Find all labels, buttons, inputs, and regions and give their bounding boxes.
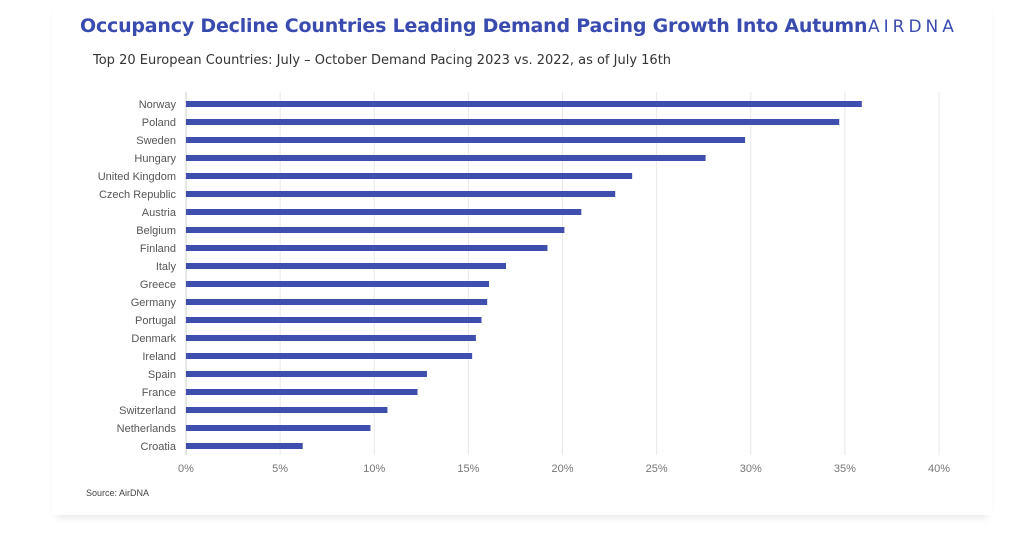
- bar: [186, 281, 490, 287]
- bar: [186, 389, 418, 395]
- bar: [186, 425, 371, 431]
- source-note: Source: AirDNA: [86, 488, 150, 498]
- category-label: Germany: [131, 297, 177, 309]
- bar: [186, 155, 706, 161]
- bar: [186, 335, 476, 341]
- category-label: Portugal: [135, 315, 176, 327]
- chart-subtitle: Top 20 European Countries: July – Octobe…: [93, 53, 672, 68]
- bar: [186, 371, 427, 377]
- x-tick-label: 30%: [740, 463, 762, 475]
- bar: [186, 317, 482, 323]
- x-tick-label: 40%: [928, 463, 950, 475]
- category-label: France: [142, 387, 176, 399]
- category-label: Austria: [142, 207, 177, 219]
- category-label: Ireland: [142, 351, 176, 363]
- bar: [186, 353, 473, 359]
- bar: [186, 299, 488, 305]
- bar: [186, 407, 388, 413]
- bar: [186, 173, 633, 179]
- bar: [186, 245, 548, 251]
- bar: [186, 119, 840, 125]
- category-label: Netherlands: [117, 423, 177, 435]
- x-tick-label: 25%: [646, 463, 668, 475]
- category-label: Poland: [142, 117, 176, 129]
- bar: [186, 227, 565, 233]
- x-tick-label: 35%: [834, 463, 856, 475]
- bar: [186, 443, 303, 449]
- x-tick-label: 15%: [457, 463, 479, 475]
- x-tick-label: 5%: [272, 463, 288, 475]
- bar: [186, 209, 582, 215]
- chart-title: Occupancy Decline Countries Leading Dema…: [80, 15, 868, 37]
- bar: [186, 263, 507, 269]
- x-tick-label: 0%: [178, 463, 194, 475]
- category-label: Croatia: [141, 441, 177, 453]
- category-label: Hungary: [134, 153, 176, 165]
- category-label: Spain: [148, 369, 176, 381]
- category-label: Sweden: [136, 135, 176, 147]
- category-label: Belgium: [136, 225, 176, 237]
- bar: [186, 137, 746, 143]
- airdna-logo: AIRDNA: [868, 17, 958, 37]
- category-label: Greece: [140, 279, 176, 291]
- category-label: United Kingdom: [98, 171, 176, 183]
- x-tick-label: 10%: [363, 463, 385, 475]
- bar: [186, 101, 862, 107]
- category-label: Czech Republic: [99, 189, 177, 201]
- x-tick-label: 20%: [551, 463, 573, 475]
- category-label: Denmark: [131, 333, 176, 345]
- bar: [186, 191, 616, 197]
- category-label: Italy: [156, 261, 177, 273]
- category-label: Switzerland: [119, 405, 176, 417]
- category-label: Finland: [140, 243, 176, 255]
- category-label: Norway: [139, 99, 177, 111]
